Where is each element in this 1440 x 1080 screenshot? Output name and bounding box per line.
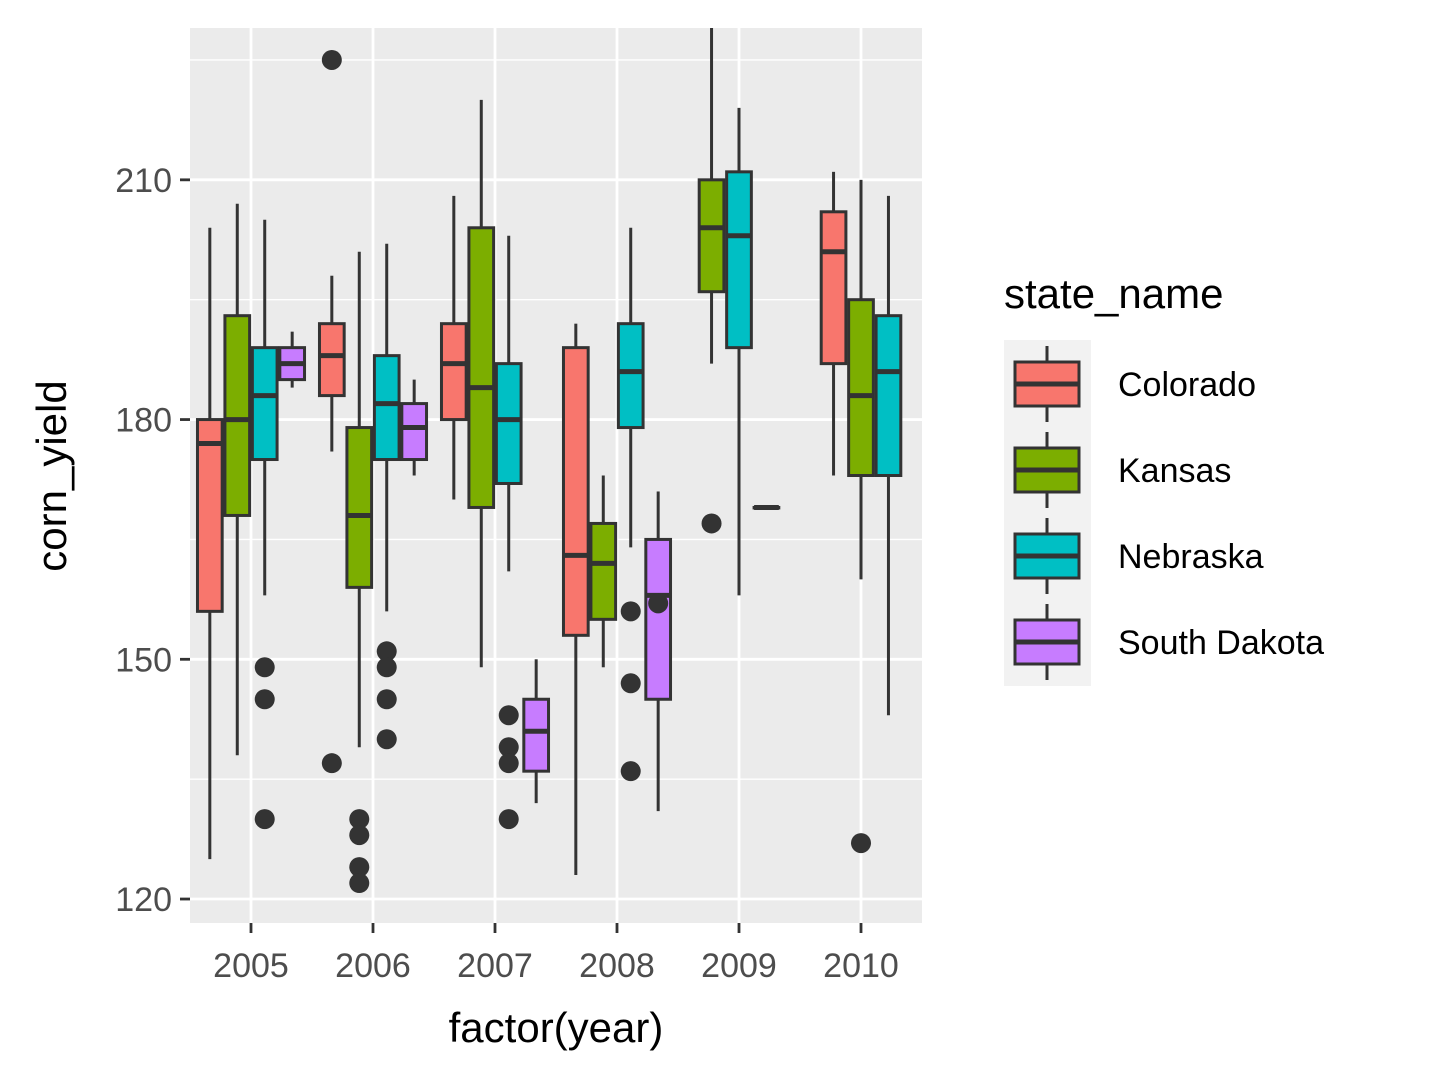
outlier-point	[321, 753, 342, 774]
outlier-point	[851, 833, 871, 854]
legend-item-colorado: Colorado	[1013, 346, 1256, 422]
box-body	[561, 346, 590, 637]
x-axis: 2005 2006 2007 2008 2009 2010	[213, 923, 899, 985]
box-nebraska-2007	[494, 235, 523, 830]
box-body	[589, 521, 618, 621]
outlier-point	[254, 689, 275, 710]
outlier-point	[321, 49, 342, 70]
box-kansas-2007	[467, 99, 496, 668]
x-tick-label: 2005	[213, 947, 289, 985]
box-colorado-2007	[439, 195, 468, 500]
outlier-point	[498, 753, 519, 774]
legend-label: Nebraska	[1118, 538, 1264, 576]
box-body	[223, 314, 252, 517]
box-body	[725, 170, 753, 350]
x-tick-label: 2010	[823, 947, 899, 985]
x-tick-label: 2008	[579, 947, 655, 985]
x-tick-label: 2006	[335, 947, 411, 985]
outlier-point	[620, 601, 641, 622]
box-south-dakota-2006	[400, 379, 429, 476]
plot-panel	[190, 28, 922, 923]
box-colorado-2010	[819, 171, 848, 476]
x-tick-label: 2009	[701, 947, 777, 985]
y-tick-label: 150	[115, 641, 172, 679]
outlier-point	[376, 641, 397, 662]
outlier-point	[349, 873, 370, 894]
x-tick-label: 2007	[457, 947, 533, 985]
y-tick-label: 210	[115, 162, 172, 200]
box-nebraska-2010	[874, 195, 903, 716]
outlier-point	[376, 657, 397, 678]
box-kansas-2005	[223, 203, 252, 756]
legend-item-kansas: Kansas	[1013, 432, 1231, 508]
legend-label: Colorado	[1118, 366, 1256, 404]
outlier-point	[498, 705, 519, 726]
box-body	[372, 354, 401, 462]
box-body	[819, 210, 848, 366]
legend: state_name Colorado Kansas Nebraska South D…	[1004, 270, 1324, 686]
outlier-point	[376, 729, 397, 750]
outlier-point	[620, 673, 641, 694]
outlier-point	[349, 825, 370, 846]
y-axis: 120 150 180 210	[115, 162, 190, 919]
legend-item-nebraska: Nebraska	[1013, 518, 1264, 594]
outlier-point	[349, 857, 370, 878]
outlier-point	[349, 809, 370, 830]
box-body	[494, 362, 523, 485]
outlier-point	[498, 737, 519, 758]
box-body	[439, 322, 468, 422]
x-axis-title: factor(year)	[449, 1004, 664, 1051]
box-nebraska-2005	[250, 219, 279, 830]
box-body	[847, 298, 875, 478]
outlier-point	[701, 513, 722, 534]
y-tick-label: 180	[115, 402, 172, 440]
box-kansas-2010	[847, 179, 875, 854]
y-tick-label: 120	[115, 881, 172, 919]
outlier-point	[620, 761, 641, 782]
box-series	[195, 28, 903, 894]
box-body	[250, 346, 279, 462]
box-nebraska-2009	[725, 107, 753, 596]
box-nebraska-2008	[616, 227, 645, 782]
box-body	[317, 322, 346, 398]
outlier-point	[498, 809, 519, 830]
box-nebraska-2006	[372, 243, 401, 750]
box-body	[644, 537, 673, 701]
legend-label: Kansas	[1118, 452, 1231, 490]
box-kansas-2008	[589, 475, 618, 668]
y-axis-title: corn_yield	[28, 380, 75, 571]
box-body	[697, 178, 726, 294]
outlier-point	[254, 809, 275, 830]
box-south-dakota-2005	[278, 331, 307, 388]
legend-label: South Dakota	[1118, 624, 1324, 662]
box-colorado-2005	[195, 227, 224, 860]
box-body	[616, 322, 645, 430]
box-colorado-2008	[561, 323, 590, 876]
outlier-point	[376, 689, 397, 710]
box-kansas-2009	[697, 28, 726, 534]
box-colorado-2006	[317, 49, 346, 774]
box-south-dakota-2007	[522, 659, 551, 804]
box-body	[195, 418, 224, 613]
box-kansas-2006	[345, 251, 374, 894]
legend-title: state_name	[1004, 270, 1223, 317]
legend-item-south-dakota: South Dakota	[1013, 604, 1324, 680]
box-south-dakota-2008	[644, 491, 673, 812]
box-body	[874, 314, 903, 477]
box-body	[522, 697, 551, 773]
outlier-point	[254, 657, 275, 678]
outlier-point	[648, 593, 669, 614]
box-body	[467, 226, 496, 509]
box-body	[400, 402, 429, 462]
box-south-dakota-2009	[752, 504, 781, 510]
box-body	[345, 426, 374, 589]
